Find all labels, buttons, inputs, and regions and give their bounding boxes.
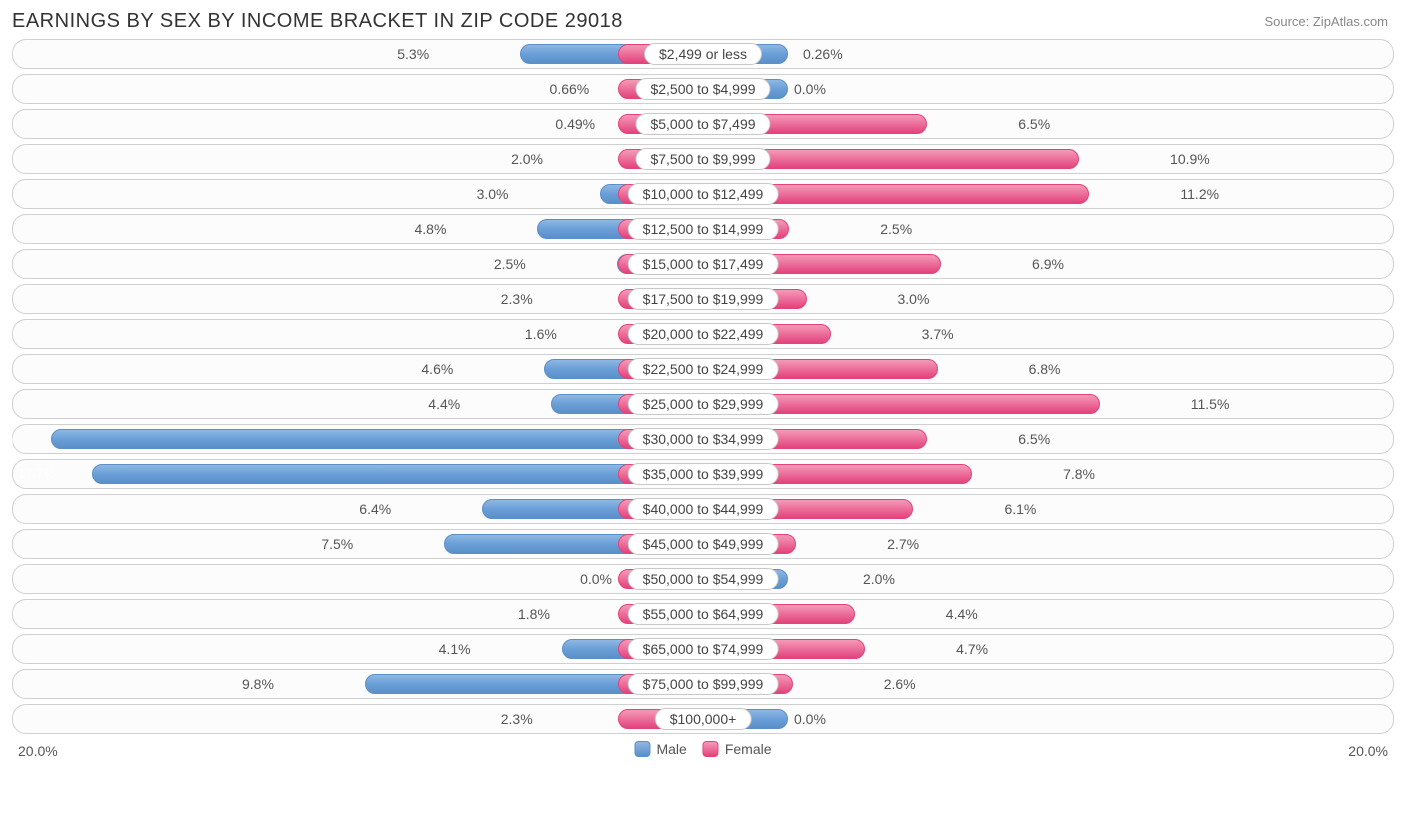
chart-row: 0.66% 0.0% $2,500 to $4,999 bbox=[12, 74, 1394, 104]
category-label: $25,000 to $29,999 bbox=[628, 393, 779, 415]
category-label: $50,000 to $54,999 bbox=[628, 568, 779, 590]
chart-row: 0.49% 6.5% $5,000 to $7,499 bbox=[12, 109, 1394, 139]
category-label: $35,000 to $39,999 bbox=[628, 463, 779, 485]
category-label: $5,000 to $7,499 bbox=[635, 113, 770, 135]
female-pct-label: 0.0% bbox=[794, 81, 826, 97]
chart-row: 2.5% 6.9% $15,000 to $17,499 bbox=[12, 249, 1394, 279]
axis-left-label: 20.0% bbox=[18, 743, 58, 759]
male-pct-label: 7.5% bbox=[321, 536, 353, 552]
category-label: $7,500 to $9,999 bbox=[635, 148, 770, 170]
female-pct-label: 6.1% bbox=[1004, 501, 1036, 517]
category-label: $17,500 to $19,999 bbox=[628, 288, 779, 310]
earnings-chart: 5.3% 0.26% $2,499 or less 0.66% 0.0% $2,500 t… bbox=[12, 39, 1394, 767]
female-pct-label: 4.4% bbox=[946, 606, 978, 622]
female-pct-label: 6.8% bbox=[1029, 361, 1061, 377]
source-attribution: Source: ZipAtlas.com bbox=[1264, 14, 1388, 29]
chart-title: EARNINGS BY SEX BY INCOME BRACKET IN ZIP… bbox=[12, 10, 1394, 33]
male-pct-label: 17.7% bbox=[18, 466, 55, 481]
category-label: $2,499 or less bbox=[644, 43, 762, 65]
female-pct-label: 6.9% bbox=[1032, 256, 1064, 272]
category-label: $15,000 to $17,499 bbox=[628, 253, 779, 275]
female-pct-label: 3.0% bbox=[898, 291, 930, 307]
legend-male: Male bbox=[634, 741, 686, 757]
female-pct-label: 0.26% bbox=[803, 46, 843, 62]
chart-row: 2.3% 0.0% $100,000+ bbox=[12, 704, 1394, 734]
chart-row: 2.3% 3.0% $17,500 to $19,999 bbox=[12, 284, 1394, 314]
female-pct-label: 6.5% bbox=[1018, 116, 1050, 132]
male-pct-label: 1.6% bbox=[525, 326, 557, 342]
category-label: $75,000 to $99,999 bbox=[628, 673, 779, 695]
category-label: $40,000 to $44,999 bbox=[628, 498, 779, 520]
category-label: $10,000 to $12,499 bbox=[628, 183, 779, 205]
female-pct-label: 2.0% bbox=[863, 571, 895, 587]
legend-male-label: Male bbox=[656, 741, 686, 757]
legend-female-label: Female bbox=[725, 741, 772, 757]
male-pct-label: 2.5% bbox=[494, 256, 526, 272]
male-pct-label: 9.8% bbox=[242, 676, 274, 692]
category-label: $45,000 to $49,999 bbox=[628, 533, 779, 555]
male-pct-label: 6.4% bbox=[359, 501, 391, 517]
male-pct-label: 4.1% bbox=[439, 641, 471, 657]
male-pct-label: 0.49% bbox=[555, 116, 595, 132]
female-pct-label: 4.7% bbox=[956, 641, 988, 657]
male-pct-label: 4.4% bbox=[428, 396, 460, 412]
chart-row: 1.6% 3.7% $20,000 to $22,499 bbox=[12, 319, 1394, 349]
category-label: $22,500 to $24,999 bbox=[628, 358, 779, 380]
chart-row: 4.1% 4.7% $65,000 to $74,999 bbox=[12, 634, 1394, 664]
male-pct-label: 0.0% bbox=[580, 571, 612, 587]
male-swatch-icon bbox=[634, 741, 650, 757]
category-label: $100,000+ bbox=[655, 708, 752, 730]
female-pct-label: 11.2% bbox=[1180, 186, 1219, 202]
male-pct-label: 2.3% bbox=[501, 711, 533, 727]
category-label: $30,000 to $34,999 bbox=[628, 428, 779, 450]
chart-row: 0.0% 2.0% $50,000 to $54,999 bbox=[12, 564, 1394, 594]
category-label: $55,000 to $64,999 bbox=[628, 603, 779, 625]
female-pct-label: 2.7% bbox=[887, 536, 919, 552]
chart-row: 3.0% 11.2% $10,000 to $12,499 bbox=[12, 179, 1394, 209]
male-pct-label: 18.9% bbox=[0, 431, 14, 446]
chart-row: 4.8% 2.5% $12,500 to $14,999 bbox=[12, 214, 1394, 244]
female-pct-label: 10.9% bbox=[1170, 151, 1210, 167]
male-pct-label: 0.66% bbox=[550, 81, 590, 97]
female-pct-label: 2.5% bbox=[880, 221, 912, 237]
category-label: $65,000 to $74,999 bbox=[628, 638, 779, 660]
female-pct-label: 2.6% bbox=[884, 676, 916, 692]
female-pct-label: 0.0% bbox=[794, 711, 826, 727]
male-pct-label: 4.6% bbox=[421, 361, 453, 377]
chart-row: 9.8% 2.6% $75,000 to $99,999 bbox=[12, 669, 1394, 699]
female-pct-label: 7.8% bbox=[1063, 466, 1095, 482]
chart-row: 17.7% 7.8% $35,000 to $39,999 bbox=[12, 459, 1394, 489]
category-label: $12,500 to $14,999 bbox=[628, 218, 779, 240]
chart-row: 4.6% 6.8% $22,500 to $24,999 bbox=[12, 354, 1394, 384]
male-pct-label: 2.3% bbox=[501, 291, 533, 307]
chart-row: 7.5% 2.7% $45,000 to $49,999 bbox=[12, 529, 1394, 559]
male-pct-label: 4.8% bbox=[414, 221, 446, 237]
female-swatch-icon bbox=[703, 741, 719, 757]
category-label: $20,000 to $22,499 bbox=[628, 323, 779, 345]
chart-row: 6.4% 6.1% $40,000 to $44,999 bbox=[12, 494, 1394, 524]
chart-row: 18.9%6.5%$30,000 to $34,999 bbox=[12, 424, 1394, 454]
chart-row: 2.0% 10.9% $7,500 to $9,999 bbox=[12, 144, 1394, 174]
legend-female: Female bbox=[703, 741, 772, 757]
category-label: $2,500 to $4,999 bbox=[635, 78, 770, 100]
legend: Male Female bbox=[626, 741, 779, 760]
male-pct-label: 1.8% bbox=[518, 606, 550, 622]
chart-row: 1.8% 4.4% $55,000 to $64,999 bbox=[12, 599, 1394, 629]
chart-row: 4.4% 11.5% $25,000 to $29,999 bbox=[12, 389, 1394, 419]
male-pct-label: 3.0% bbox=[477, 186, 509, 202]
axis-right-label: 20.0% bbox=[1348, 743, 1388, 759]
female-pct-label: 6.5% bbox=[1018, 431, 1050, 447]
chart-row: 5.3% 0.26% $2,499 or less bbox=[12, 39, 1394, 69]
female-pct-label: 11.5% bbox=[1191, 396, 1230, 412]
female-pct-label: 3.7% bbox=[922, 326, 954, 342]
axis-row: 20.0% 20.0% Male Female bbox=[12, 739, 1394, 767]
male-pct-label: 2.0% bbox=[511, 151, 543, 167]
male-pct-label: 5.3% bbox=[397, 46, 429, 62]
